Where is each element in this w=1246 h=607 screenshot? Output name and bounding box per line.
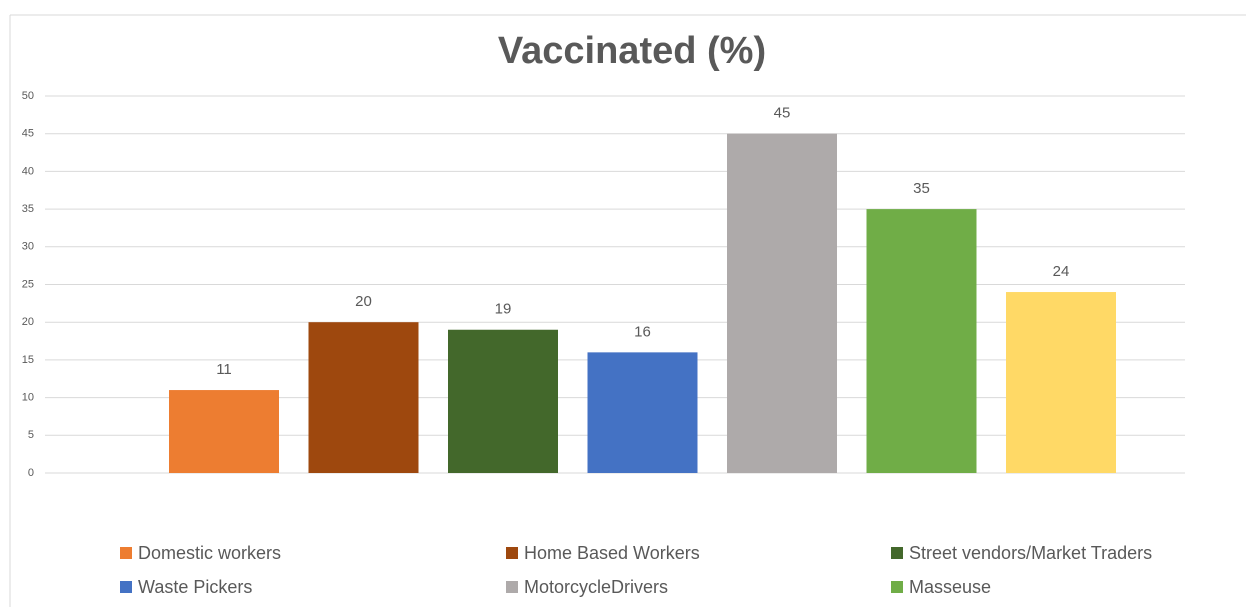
legend-swatch: [120, 581, 132, 593]
y-tick-label: 5: [28, 429, 34, 441]
bar: [1006, 292, 1116, 473]
legend-label: Home Based Workers: [524, 543, 700, 563]
y-tick-label: 50: [22, 90, 34, 102]
bar: [169, 390, 279, 473]
bar: [727, 133, 837, 473]
y-tick-label: 35: [22, 203, 34, 215]
y-tick-label: 45: [22, 128, 34, 140]
value-label: 20: [355, 293, 372, 310]
bar: [866, 209, 977, 473]
bar: [587, 352, 698, 473]
legend-swatch: [120, 547, 132, 559]
value-label: 24: [1053, 263, 1070, 280]
y-tick-label: 30: [22, 241, 34, 253]
legend-label: Waste Pickers: [138, 577, 252, 597]
value-label: 11: [216, 361, 232, 378]
y-tick-label: 40: [22, 165, 34, 177]
value-label: 16: [634, 323, 651, 340]
legend-swatch: [891, 581, 903, 593]
value-label: 35: [913, 180, 930, 197]
bar: [308, 322, 419, 473]
bar: [448, 329, 558, 473]
legend-label: Masseuse: [909, 577, 991, 597]
value-label: 45: [774, 105, 791, 122]
legend-label: Street vendors/Market Traders: [909, 543, 1152, 563]
y-tick-label: 25: [22, 278, 34, 290]
legend-swatch: [506, 581, 518, 593]
legend-label: MotorcycleDrivers: [524, 577, 668, 597]
value-label: 19: [495, 301, 512, 318]
legend-swatch: [891, 547, 903, 559]
y-tick-label: 15: [22, 354, 34, 366]
y-tick-label: 10: [22, 392, 34, 404]
y-tick-label: 0: [28, 467, 34, 479]
y-tick-label: 20: [22, 316, 34, 328]
legend-swatch: [506, 547, 518, 559]
legend-label: Domestic workers: [138, 543, 281, 563]
chart-title: Vaccinated (%): [498, 30, 766, 72]
